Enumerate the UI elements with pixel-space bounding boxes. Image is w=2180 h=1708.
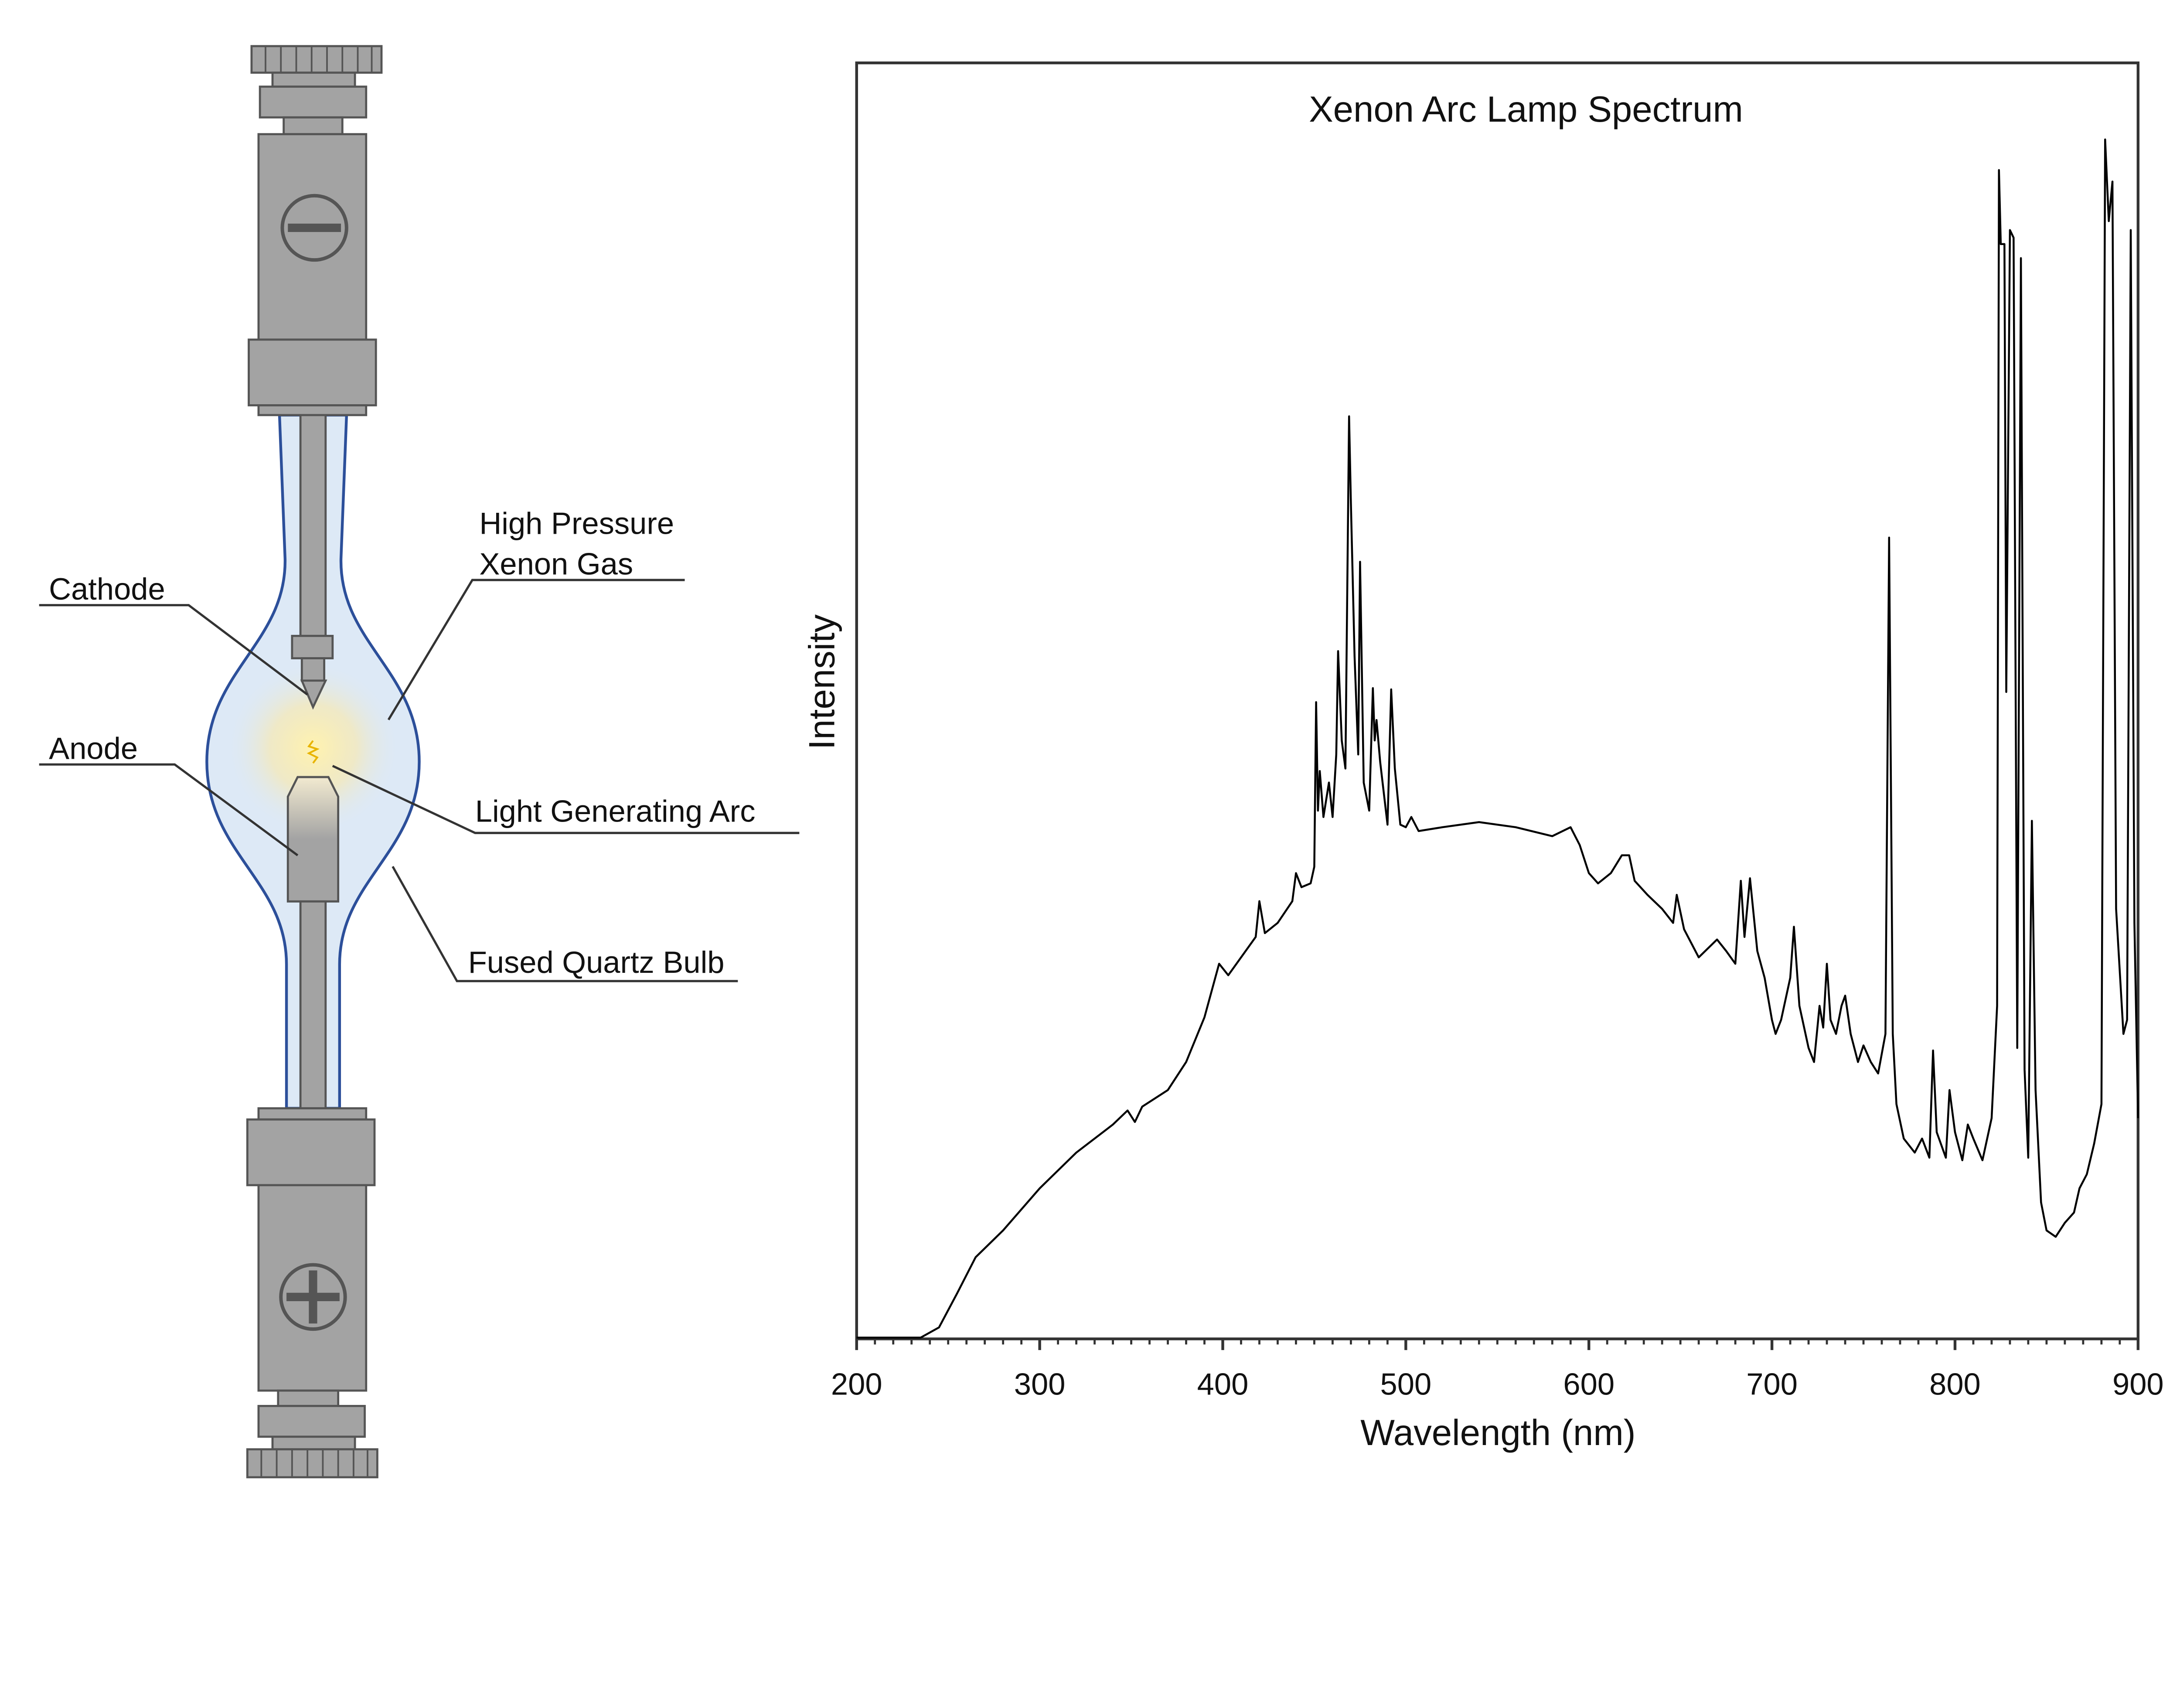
y-axis-label: Intensity (801, 614, 842, 750)
xenon-lamp-diagram: Cathode Anode High Pressure Xenon Gas Li… (39, 45, 800, 1479)
anode-label: Anode (49, 731, 138, 765)
x-axis-label: Wavelength (nm) (1360, 1412, 1635, 1453)
gas-leader-line (387, 579, 685, 720)
spectrum-line (856, 138, 2139, 1339)
minus-icon (280, 194, 348, 262)
x-tick-label: 200 (831, 1367, 882, 1401)
x-tick-label: 700 (1746, 1367, 1798, 1401)
spectrum-chart: Xenon Arc Lamp Spectrum Wavelength (nm) … (801, 61, 2164, 1453)
x-tick-label: 300 (1014, 1367, 1066, 1401)
figure: Cathode Anode High Pressure Xenon Gas Li… (39, 45, 2164, 1479)
x-tick-label: 600 (1563, 1367, 1615, 1401)
x-tick-label: 400 (1197, 1367, 1249, 1401)
gas-label-line2: Xenon Gas (479, 546, 633, 581)
anode-leader-line (39, 763, 299, 856)
chart-title: Xenon Arc Lamp Spectrum (1309, 89, 1743, 130)
x-tick-label: 500 (1380, 1367, 1432, 1401)
arc-label: Light Generating Arc (475, 794, 756, 828)
x-axis-tick-labels: 200 300 400 500 600 700 800 900 (831, 1367, 2164, 1401)
bulb-label: Fused Quartz Bulb (468, 945, 725, 979)
upper-rod (299, 414, 327, 637)
gas-label-line1: High Pressure (479, 506, 674, 540)
anode (286, 776, 340, 903)
arc-leader-line (332, 765, 800, 834)
x-tick-label: 800 (1929, 1367, 1981, 1401)
bottom-terminal (246, 1107, 378, 1479)
x-tick-label: 900 (2112, 1367, 2164, 1401)
cathode-leader-line (39, 604, 308, 695)
top-terminal (248, 45, 383, 416)
bulb-leader-line (392, 866, 738, 982)
x-axis-ticks (855, 1339, 2140, 1350)
cathode-label: Cathode (49, 572, 165, 606)
plus-icon (279, 1263, 347, 1331)
arc-spark (307, 740, 320, 764)
lower-rod (299, 900, 327, 1110)
